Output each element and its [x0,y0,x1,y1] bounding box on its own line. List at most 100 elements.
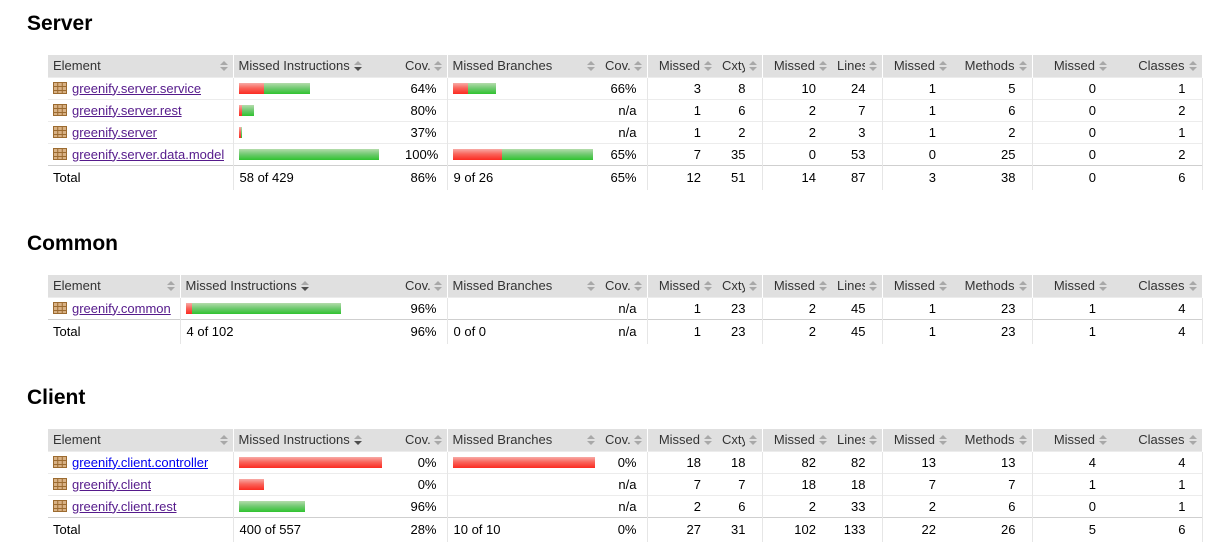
coverage-table-server: Element Missed Instructions Cov. Missed Bra… [48,55,1203,190]
missed-methods-cell: 7 [882,472,952,495]
instructions-bar [238,104,396,116]
col-header-5-missed[interactable]: Missed [647,429,717,451]
col-header-11-missed[interactable]: Missed [1032,275,1112,297]
col-header-11-missed[interactable]: Missed [1032,429,1112,451]
sort-arrows-icon [633,60,642,71]
package-link[interactable]: greenify.common [72,300,171,316]
column-label: Cov. [605,58,630,74]
missed-branches-cell [447,472,600,495]
col-header-9-missed[interactable]: Missed [882,429,952,451]
package-link[interactable]: greenify.server [72,124,158,140]
col-header-4-cov[interactable]: Cov. [600,55,648,77]
header-content: Missed [768,278,827,293]
sort-arrows-icon [433,434,442,445]
classes-cell: 2 [1112,98,1203,121]
col-header-2-cov[interactable]: Cov. [400,275,448,297]
package-link[interactable]: greenify.server.service [72,80,202,96]
col-header-6-cxty[interactable]: Cxty [717,275,763,297]
missed-cxty-cell: 2 [647,494,717,517]
col-header-3-missed-branches[interactable]: Missed Branches [447,55,600,77]
package-link[interactable]: greenify.client.controller [72,454,209,470]
col-header-5-missed[interactable]: Missed [647,55,717,77]
col-header-3-missed-branches[interactable]: Missed Branches [447,429,600,451]
col-header-10-methods[interactable]: Methods [952,429,1033,451]
sort-up-icon [819,280,827,285]
missed-cxty-cell: 1 [647,120,717,143]
header-content: Element [53,278,175,293]
col-header-12-classes[interactable]: Classes [1112,55,1203,77]
missed-lines-cell: 18 [762,472,832,495]
table-row: greenify.server.data.model 100% 65% 7 35 0 53 0… [48,142,1203,165]
missed-bar-segment [238,82,264,94]
col-header-0-element[interactable]: Element [48,275,181,297]
package-link[interactable]: greenify.client [72,476,152,492]
column-label: Missed [1053,58,1095,74]
sort-arrows-icon [819,280,827,291]
covered-bar-segment [240,126,242,138]
col-header-3-missed-branches[interactable]: Missed Branches [447,275,600,297]
col-header-7-missed[interactable]: Missed [762,275,832,297]
col-header-10-methods[interactable]: Methods [952,275,1033,297]
cxty-cell: 6 [717,98,763,121]
col-header-12-classes[interactable]: Classes [1112,429,1203,451]
missed-branches-cell [447,98,600,121]
sort-up-icon [704,434,712,439]
element-cell: greenify.server.service [48,76,234,99]
total-methods-cell: 38 [952,164,1033,190]
col-header-5-missed[interactable]: Missed [647,275,717,297]
sort-arrows-icon [433,280,442,291]
sort-arrows-icon [633,434,642,445]
package-element: greenify.server.service [53,81,228,96]
col-header-7-missed[interactable]: Missed [762,429,832,451]
instructions-coverage-cell: 100% [400,142,448,165]
sort-down-icon [939,66,947,71]
covered-bar-segment [263,82,310,94]
lines-cell: 33 [832,494,883,517]
sort-down-icon [1099,286,1107,291]
coverage-report: Server Element Missed Instructions Cov. Miss… [27,12,1204,542]
classes-cell: 4 [1112,450,1203,473]
col-header-9-missed[interactable]: Missed [882,275,952,297]
sort-up-icon [433,60,442,65]
col-header-7-missed[interactable]: Missed [762,55,832,77]
col-header-6-cxty[interactable]: Cxty [717,429,763,451]
col-header-9-missed[interactable]: Missed [882,55,952,77]
branches-coverage-cell: n/a [600,120,648,143]
col-header-1-missed-instructions[interactable]: Missed Instructions [233,55,400,77]
col-header-4-cov[interactable]: Cov. [600,275,648,297]
instructions-bar [238,148,396,160]
column-label: Element [53,278,101,294]
package-link[interactable]: greenify.server.data.model [72,146,225,162]
package-link[interactable]: greenify.client.rest [72,498,177,514]
col-header-10-methods[interactable]: Methods [952,55,1033,77]
column-label: Missed Instructions [238,432,350,448]
methods-cell: 6 [952,494,1033,517]
col-header-8-lines[interactable]: Lines [832,55,883,77]
total-instructions-coverage-cell: 96% [400,318,448,344]
sort-arrows-icon [1099,60,1107,71]
package-element: greenify.server.rest [53,103,228,118]
sort-up-icon [939,60,947,65]
col-header-11-missed[interactable]: Missed [1032,55,1112,77]
col-header-0-element[interactable]: Element [48,429,234,451]
lines-cell: 45 [832,296,883,319]
col-header-6-cxty[interactable]: Cxty [717,55,763,77]
col-header-2-cov[interactable]: Cov. [400,55,448,77]
instructions-coverage-cell: 0% [400,450,448,473]
total-branches-coverage-cell: n/a [600,318,648,344]
sort-up-icon [1018,434,1027,439]
header-content: Cov. [405,58,442,73]
col-header-0-element[interactable]: Element [48,55,234,77]
col-header-1-missed-instructions[interactable]: Missed Instructions [233,429,400,451]
col-header-8-lines[interactable]: Lines [832,429,883,451]
col-header-2-cov[interactable]: Cov. [400,429,448,451]
table-row: greenify.server.rest 80% n/a 1 6 2 7 1 6 0 2 [48,98,1203,121]
methods-cell: 5 [952,76,1033,99]
missed-methods-cell: 13 [882,450,952,473]
col-header-12-classes[interactable]: Classes [1112,275,1203,297]
col-header-8-lines[interactable]: Lines [832,275,883,297]
package-link[interactable]: greenify.server.rest [72,102,182,118]
sort-up-icon [219,434,228,439]
col-header-1-missed-instructions[interactable]: Missed Instructions [180,275,400,297]
col-header-4-cov[interactable]: Cov. [600,429,648,451]
